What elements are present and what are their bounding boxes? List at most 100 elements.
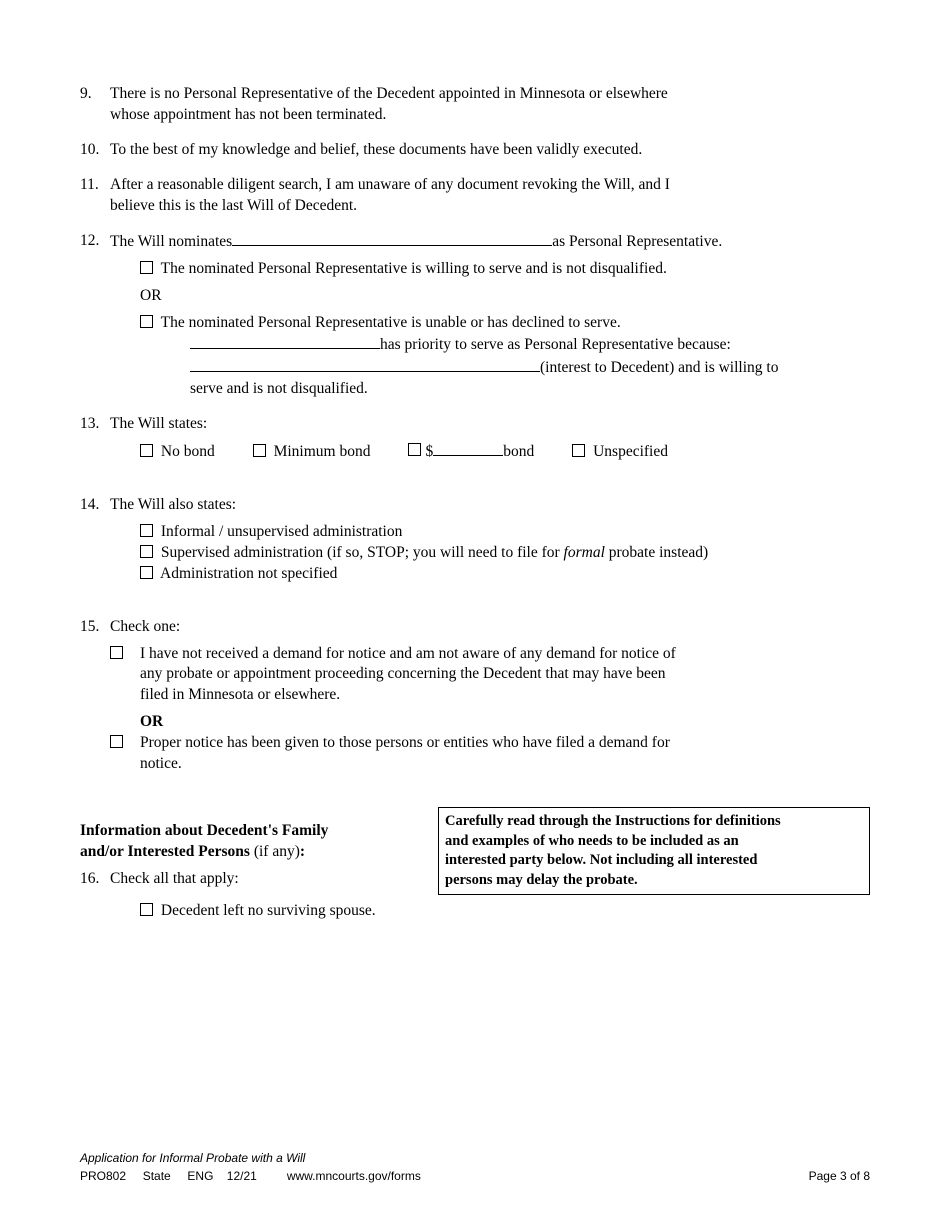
label-admin-not-specified: Administration not specified <box>157 565 337 582</box>
item-10-number: 10. <box>80 140 110 161</box>
item-15-or-label: OR <box>140 713 163 730</box>
checkbox-no-bond[interactable] <box>140 444 153 457</box>
infobox-line3: interested party below. Not including al… <box>445 852 757 868</box>
family-heading-line2b: (if any) <box>250 843 300 860</box>
footer-url: www.mncourts.gov/forms <box>287 1169 421 1183</box>
item-11-body: After a reasonable diligent search, I am… <box>110 175 870 217</box>
item-15-b: Proper notice has been given to those pe… <box>80 733 870 775</box>
nominee-blank[interactable] <box>232 231 552 247</box>
family-heading-line2a: and/or Interested Persons <box>80 843 250 860</box>
item-15-or: OR <box>80 712 870 733</box>
footer-date: 12/21 <box>227 1169 257 1183</box>
footer-state: State <box>143 1169 171 1183</box>
label-no-bond: No bond <box>157 443 215 460</box>
family-heading: Information about Decedent's Family and/… <box>80 821 420 863</box>
label-unspecified: Unspecified <box>589 443 668 460</box>
footer-lang: ENG <box>187 1169 213 1183</box>
item-15-b-line2: notice. <box>140 755 182 772</box>
infobox-line1: Carefully read through the Instructions … <box>445 813 781 829</box>
item-16-lead: Check all that apply: <box>110 869 420 890</box>
footer-page: Page 3 of 8 <box>809 1168 870 1184</box>
checkbox-unspecified[interactable] <box>572 444 585 457</box>
item-14-lead: The Will also states: <box>110 495 870 516</box>
item-16-a: Decedent left no surviving spouse. <box>80 901 870 922</box>
interest-blank[interactable] <box>190 356 540 372</box>
item-15: 15. Check one: I have not received a dem… <box>80 617 870 775</box>
item-12-body: The Will nominates as Personal Represent… <box>110 231 870 253</box>
item-12-optB-line4: serve and is not disqualified. <box>80 379 870 400</box>
item-13: 13. The Will states: No bond Minimum bon… <box>80 414 870 463</box>
item-11-line1: After a reasonable diligent search, I am… <box>110 176 670 193</box>
item-12: 12. The Will nominates as Personal Repre… <box>80 231 870 400</box>
footer-title: Application for Informal Probate with a … <box>80 1150 870 1166</box>
opt-dollar-bond: $ bond <box>408 440 534 462</box>
checkbox-no-demand-notice[interactable] <box>110 646 123 659</box>
item-14: 14. The Will also states: Informal / uns… <box>80 495 870 585</box>
item-9-line2: whose appointment has not been terminate… <box>110 106 386 123</box>
label-dollar: $ <box>425 442 433 463</box>
item-13-number: 13. <box>80 414 110 435</box>
checkbox-min-bond[interactable] <box>253 444 266 457</box>
item-11: 11. After a reasonable diligent search, … <box>80 175 870 217</box>
checkbox-proper-notice[interactable] <box>110 735 123 748</box>
family-heading-line1: Information about Decedent's Family <box>80 822 328 839</box>
item-14-number: 14. <box>80 495 110 516</box>
item-14-a: Informal / unsupervised administration <box>80 522 870 543</box>
item-15-a: I have not received a demand for notice … <box>80 644 870 707</box>
item-9-body: There is no Personal Representative of t… <box>110 84 870 126</box>
item-12-optB-line2: has priority to serve as Personal Repres… <box>80 334 870 356</box>
item-15-a-line3: filed in Minnesota or elsewhere. <box>140 686 340 703</box>
item-12-lead: The Will nominates <box>110 232 232 253</box>
item-15-a-line2: any probate or appointment proceeding co… <box>140 665 666 682</box>
item-15-a-line1: I have not received a demand for notice … <box>140 645 676 662</box>
item-13-options: No bond Minimum bond $ bond Unspecified <box>80 440 870 462</box>
checkbox-willing-serve[interactable] <box>140 261 153 274</box>
label-no-surviving-spouse: Decedent left no surviving spouse. <box>157 902 376 919</box>
item-14-c: Administration not specified <box>80 564 870 585</box>
infobox-line2: and examples of who needs to be included… <box>445 833 739 849</box>
checkbox-admin-not-specified[interactable] <box>140 566 153 579</box>
checkbox-no-surviving-spouse[interactable] <box>140 903 153 916</box>
instructions-infobox: Carefully read through the Instructions … <box>438 807 870 895</box>
item-12-number: 12. <box>80 231 110 253</box>
label-supervised-pre: Supervised administration (if so, STOP; … <box>157 544 564 561</box>
item-12-optB-line3: (interest to Decedent) and is willing to <box>80 356 870 378</box>
item-10: 10. To the best of my knowledge and beli… <box>80 140 870 161</box>
footer-left: PRO802 State ENG 12/21 www.mncourts.gov/… <box>80 1168 421 1184</box>
item-12-optA: The nominated Personal Representative is… <box>80 259 870 280</box>
label-bond-tail: bond <box>503 442 534 463</box>
item-15-lead: Check one: <box>110 617 870 638</box>
item-9: 9. There is no Personal Representative o… <box>80 84 870 126</box>
item-15-b-line1: Proper notice has been given to those pe… <box>140 734 670 751</box>
item-13-lead: The Will states: <box>110 414 870 435</box>
infobox-line4: persons may delay the probate. <box>445 872 638 888</box>
item-11-line2: believe this is the last Will of Deceden… <box>110 197 357 214</box>
item-16-row: 16. Check all that apply: <box>80 869 420 890</box>
label-min-bond: Minimum bond <box>270 443 371 460</box>
item-10-body: To the best of my knowledge and belief, … <box>110 140 870 161</box>
item-16-number: 16. <box>80 869 110 890</box>
item-12-optA-text: The nominated Personal Representative is… <box>157 260 667 277</box>
item-9-number: 9. <box>80 84 110 126</box>
checkbox-dollar-bond[interactable] <box>408 443 421 456</box>
checkbox-informal-admin[interactable] <box>140 524 153 537</box>
item-12-optB-line3-tail: (interest to Decedent) and is willing to <box>540 358 778 379</box>
item-14-b: Supervised administration (if so, STOP; … <box>80 543 870 564</box>
opt-no-bond: No bond <box>140 442 215 463</box>
checkbox-supervised-admin[interactable] <box>140 545 153 558</box>
opt-unspecified: Unspecified <box>572 442 668 463</box>
item-15-number: 15. <box>80 617 110 638</box>
label-supervised-post: probate instead) <box>605 544 708 561</box>
opt-min-bond: Minimum bond <box>253 442 371 463</box>
item-9-line1: There is no Personal Representative of t… <box>110 85 668 102</box>
item-11-number: 11. <box>80 175 110 217</box>
footer-code: PRO802 <box>80 1169 126 1183</box>
bond-amount-blank[interactable] <box>433 440 503 456</box>
label-supervised-em: formal <box>564 544 605 561</box>
page-footer: Application for Informal Probate with a … <box>80 1150 870 1184</box>
checkbox-unable-declined[interactable] <box>140 315 153 328</box>
item-12-optB: The nominated Personal Representative is… <box>80 313 870 334</box>
priority-name-blank[interactable] <box>190 334 380 350</box>
item-12-tail: as Personal Representative. <box>552 232 722 253</box>
family-heading-colon: : <box>300 843 305 860</box>
